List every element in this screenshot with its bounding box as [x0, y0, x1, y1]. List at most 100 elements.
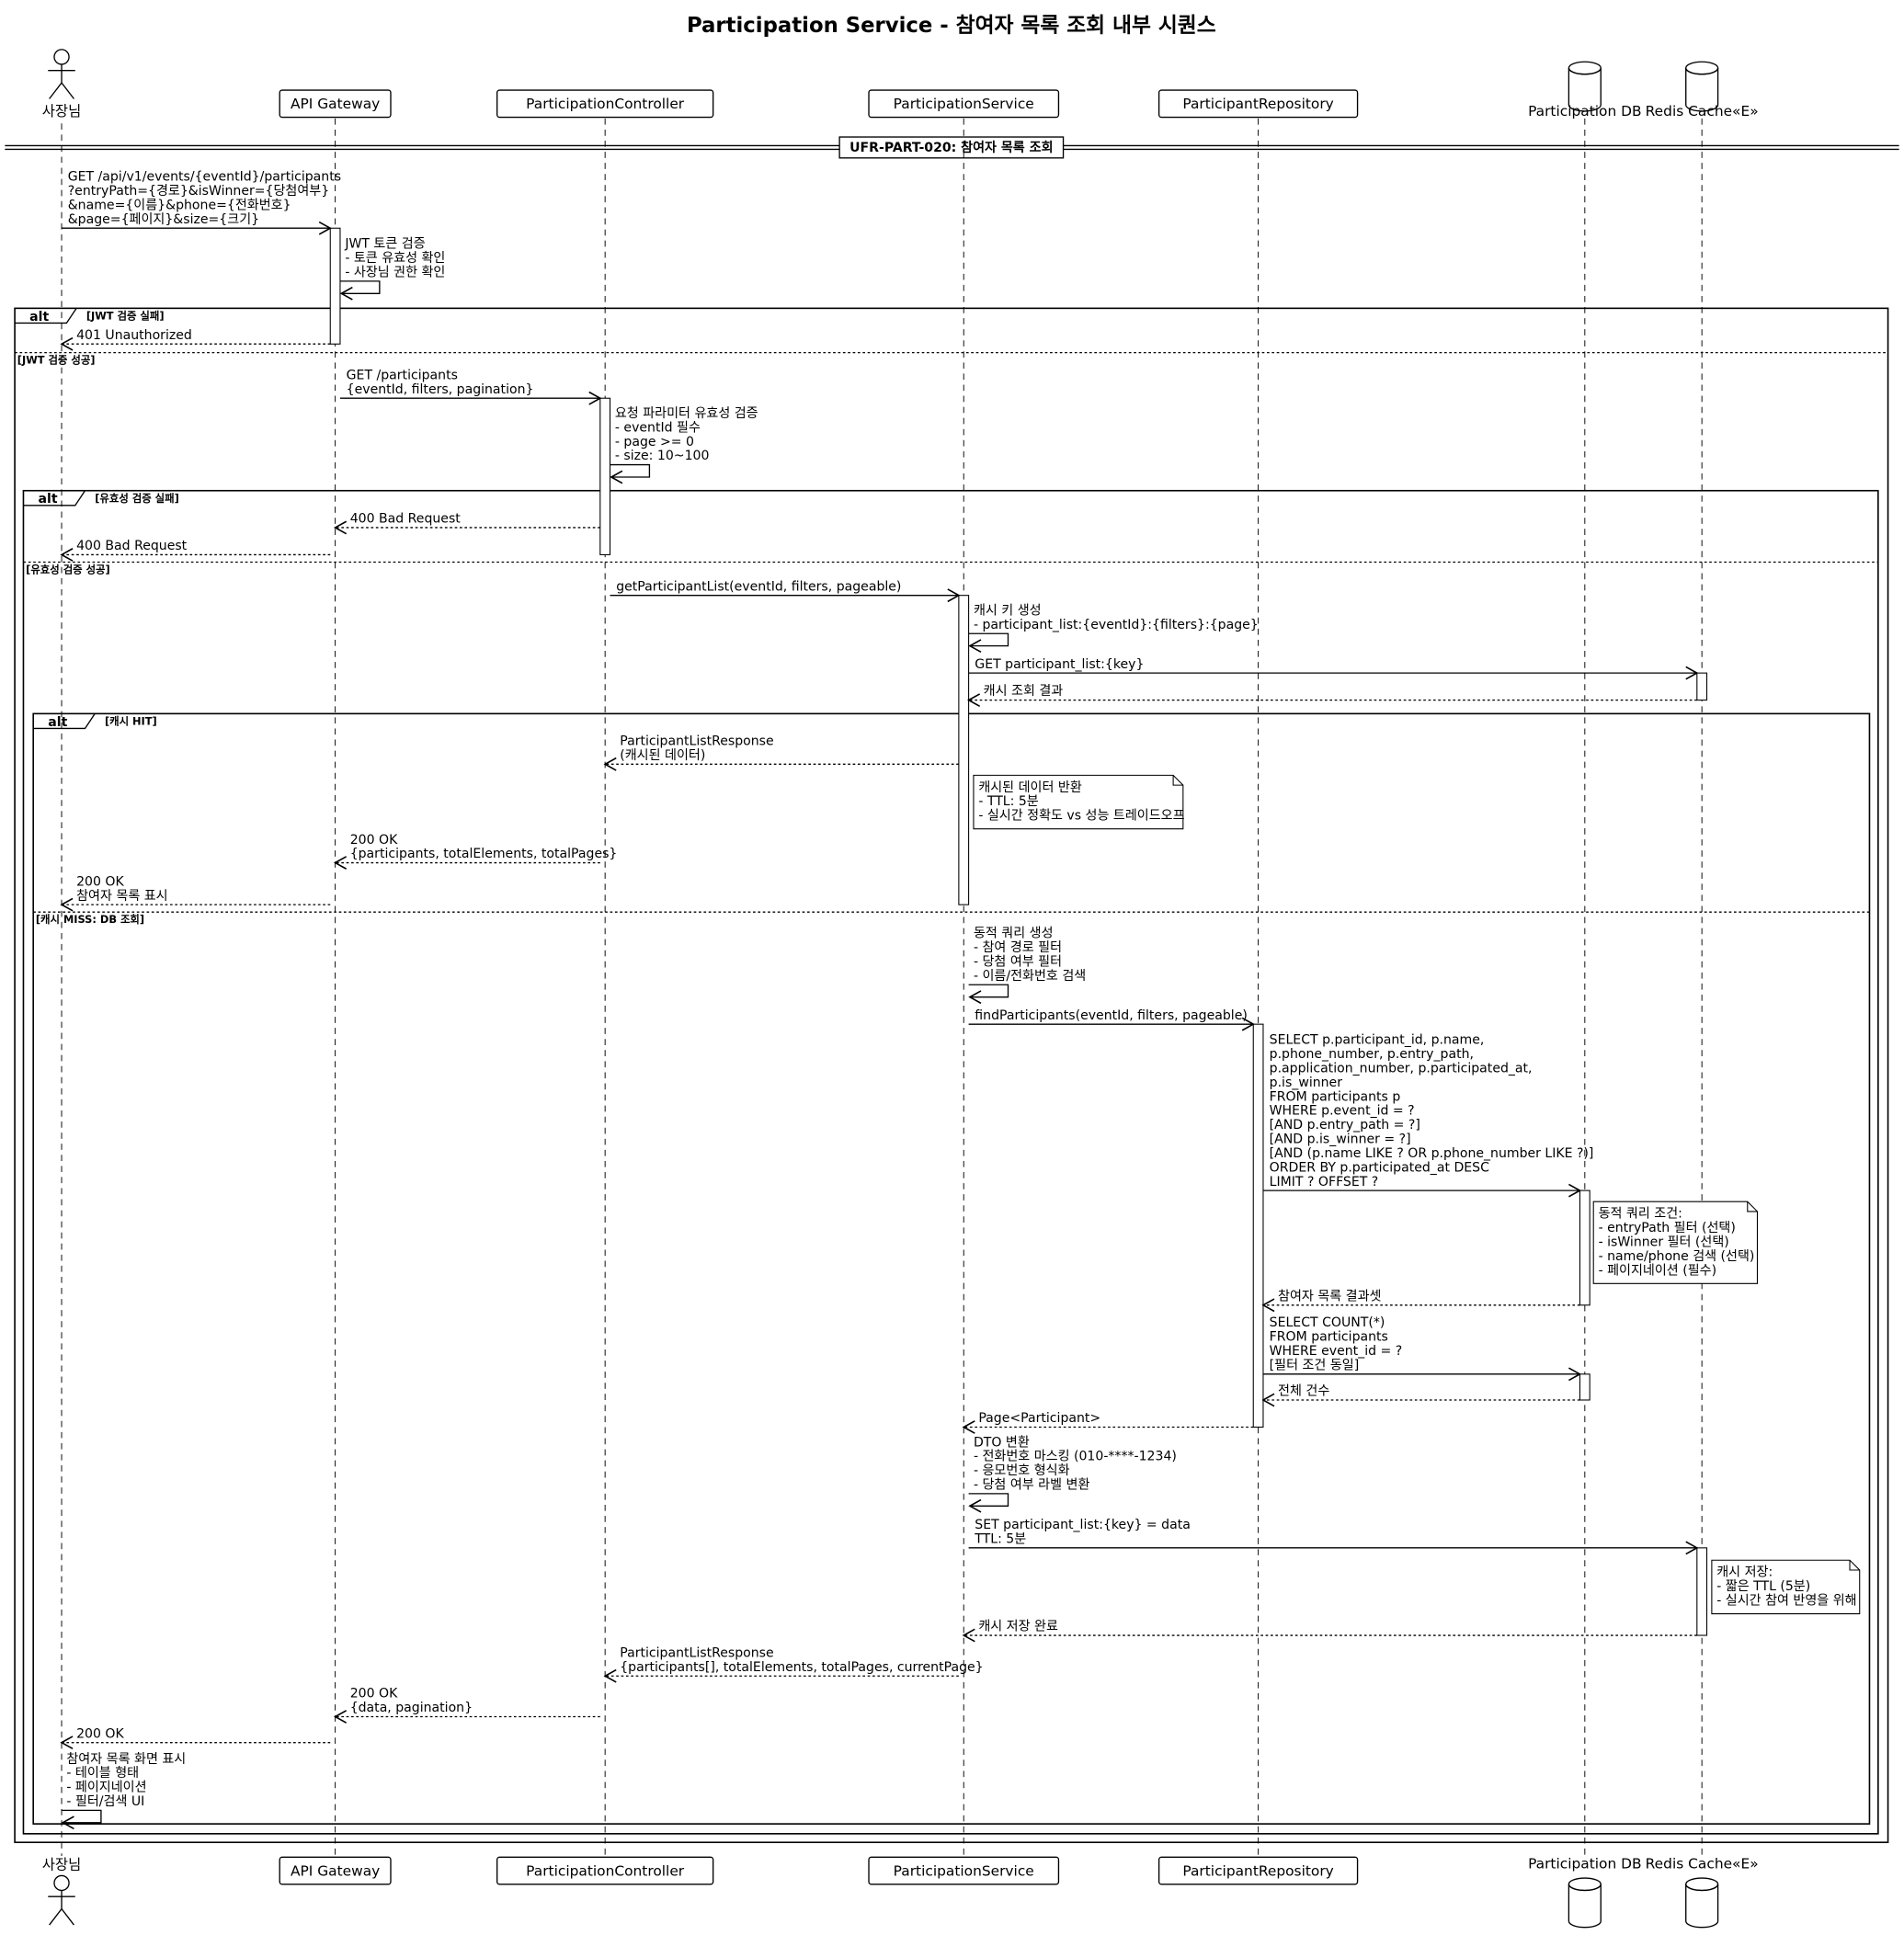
alt-guard: [유효성 검증 실패]: [95, 492, 179, 505]
message: 전체 건수: [1261, 1384, 1580, 1407]
alt-label: alt: [29, 310, 49, 324]
database-icon: [1568, 1877, 1602, 1929]
message-label: - 토큰 유효성 확인: [345, 251, 445, 266]
note-box: [1592, 1201, 1759, 1284]
message-label: - 당첨 여부 라벨 변환: [974, 1478, 1090, 1493]
note-text: - 실시간 정확도 vs 성능 트레이드오프: [978, 809, 1184, 824]
participant-redis: Redis Cache«E»: [1646, 1855, 1759, 1929]
arrow-head: [1685, 1541, 1699, 1555]
arrow-head: [60, 548, 74, 562]
message-label: - 당첨 여부 필터: [974, 954, 1062, 969]
activation-bar: [1579, 1189, 1590, 1306]
arrow-head: [603, 757, 617, 771]
message: SELECT p.participant_id, p.name,p.phone_…: [1262, 1033, 1593, 1198]
message-label: 캐시 조회 결과: [984, 684, 1064, 699]
participant-gw: API Gateway: [279, 89, 392, 119]
message-label: 참여자 목록 표시: [76, 889, 168, 904]
message-label: [AND p.is_winner = ?]: [1270, 1133, 1411, 1147]
message-label: p.application_number, p.participated_at,: [1270, 1061, 1533, 1076]
participant-label: ParticipationService: [894, 1862, 1034, 1879]
participant-label: API Gateway: [291, 96, 380, 112]
diagram-title: Participation Service - 참여자 목록 조회 내부 시퀀스: [687, 14, 1216, 38]
message-label: - participant_list:{eventId}:{filters}:{…: [974, 618, 1259, 632]
self-message-line: [968, 632, 1009, 647]
participant-owner: 사장님: [42, 49, 82, 120]
message: DTO 변환- 전화번호 마스킹 (010-****-1234)- 응모번호 형…: [968, 1435, 1177, 1513]
database-label: Participation DB: [1528, 1855, 1642, 1872]
message-label: ParticipantListResponse: [620, 734, 773, 749]
participant-repo: ParticipantRepository: [1157, 89, 1359, 119]
participant-label: ParticipantRepository: [1182, 1862, 1333, 1879]
message-label: - 참여 경로 필터: [974, 940, 1062, 955]
message-label: 400 Bad Request: [76, 539, 188, 553]
self-message-line: [610, 463, 651, 478]
note-text: - TTL: 5분: [978, 794, 1038, 809]
message-label: 동적 쿼리 생성: [974, 927, 1054, 941]
message-label: 401 Unauthorized: [76, 328, 192, 343]
alt-guard: [캐시 HIT]: [105, 714, 157, 727]
note: 캐시 저장:- 짧은 TTL (5분)- 실시간 참여 반영을 위해: [1711, 1559, 1861, 1615]
alt-guard: [JWT 검증 성공]: [17, 354, 96, 367]
self-message-line: [62, 1809, 102, 1824]
message-label: - 필터/검색 UI: [66, 1794, 144, 1809]
message-label: GET /api/v1/events/{eventId}/participant…: [68, 170, 341, 185]
database-body: [1685, 67, 1719, 112]
activation-bar: [1252, 1023, 1264, 1428]
message-label: - 테이블 형태: [66, 1766, 139, 1781]
note-text: - 페이지네이션 (필수): [1599, 1263, 1717, 1278]
message-label: [필터 조건 동일]: [1270, 1358, 1360, 1372]
actor-label: 사장님: [42, 1857, 82, 1873]
participant-gw: API Gateway: [279, 1856, 392, 1885]
alt-tab: [33, 712, 96, 730]
note-box: [973, 774, 1184, 830]
message: 참여자 목록 화면 표시- 테이블 형태- 페이지네이션- 필터/검색 UI: [61, 1752, 186, 1830]
actor-icon: [48, 49, 75, 99]
arrow-head: [588, 391, 602, 405]
alt-frame-border: [14, 307, 1889, 1844]
message-label: 요청 파라미터 유효성 검증: [615, 406, 758, 421]
activation-bar: [1696, 1547, 1708, 1636]
message-label: &name={이름}&phone={전화번호}: [68, 198, 291, 212]
actor-head: [53, 49, 70, 65]
arrow-head: [60, 1736, 74, 1750]
note: 캐시된 데이터 반환- TTL: 5분- 실시간 정확도 vs 성능 트레이드오…: [973, 774, 1185, 830]
database-rim: [1568, 1884, 1602, 1892]
database-body: [1568, 1884, 1602, 1929]
participant-box: [1157, 1856, 1359, 1885]
message-label: LIMIT ? OFFSET ?: [1270, 1175, 1379, 1189]
note-text: 캐시 저장:: [1716, 1565, 1773, 1580]
participant-box: [868, 89, 1060, 119]
message-label: FROM participants p: [1270, 1089, 1401, 1104]
alt-frame: alt [JWT 검증 실패] [JWT 검증 성공]: [14, 307, 1889, 1844]
alt-label: alt: [48, 715, 67, 730]
actor-label: 사장님: [42, 103, 82, 120]
message-label: FROM participants: [1270, 1330, 1388, 1345]
arrow-head: [318, 221, 332, 235]
database-label: Redis Cache«E»: [1646, 1855, 1759, 1872]
message-label: SELECT COUNT(*): [1270, 1315, 1385, 1330]
message-label: JWT 토큰 검증: [344, 237, 425, 252]
message-label: 200 OK: [350, 1687, 398, 1702]
database-rim: [1685, 67, 1719, 75]
note-box: [1711, 1559, 1861, 1615]
message-label: {eventId, filters, pagination}: [347, 382, 534, 397]
message-label: [AND p.entry_path = ?]: [1270, 1118, 1420, 1133]
message-label: WHERE p.event_id = ?: [1270, 1104, 1415, 1119]
message-label: findParticipants(eventId, filters, pagea…: [975, 1008, 1248, 1023]
participant-db: Participation DB: [1528, 61, 1642, 120]
message: GET participant_list:{key}: [968, 657, 1699, 680]
arrow-head: [610, 470, 623, 484]
message-label: - eventId 필수: [615, 420, 701, 435]
database-label: Participation DB: [1528, 103, 1642, 120]
participant-redis: Redis Cache«E»: [1646, 61, 1759, 120]
participant-box: [496, 89, 714, 119]
participant-svc: ParticipationService: [868, 1856, 1060, 1885]
participant-owner: 사장님: [42, 1857, 82, 1926]
arrow-head: [968, 990, 982, 1005]
message: GET /participants{eventId, filters, pagi…: [339, 368, 602, 405]
message-label: - 페이지네이션: [66, 1781, 146, 1795]
message-label: {data, pagination}: [350, 1701, 473, 1715]
message-label: 400 Bad Request: [350, 512, 462, 527]
